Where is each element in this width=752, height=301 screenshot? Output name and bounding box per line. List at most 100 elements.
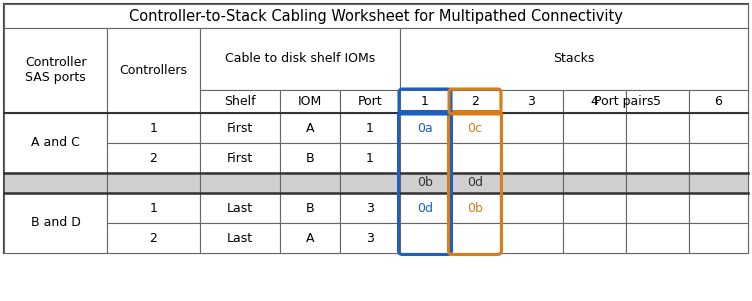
Bar [4, 28, 107, 113]
Bar [689, 143, 748, 173]
Bar [563, 173, 626, 193]
Bar [280, 193, 340, 223]
Bar [563, 193, 626, 223]
Bar [200, 223, 280, 253]
Bar [563, 113, 626, 143]
Text: Last: Last [227, 231, 253, 244]
Bar [500, 90, 563, 113]
Text: 0c: 0c [468, 122, 483, 135]
Text: 0b: 0b [417, 176, 433, 190]
Text: Controllers: Controllers [120, 64, 187, 77]
Bar [340, 143, 400, 173]
Text: 2: 2 [150, 151, 157, 165]
Text: 1: 1 [150, 201, 157, 215]
Text: Controller-to-Stack Cabling Worksheet for Multipathed Connectivity: Controller-to-Stack Cabling Worksheet fo… [129, 8, 623, 23]
Bar [400, 173, 450, 193]
Bar [107, 223, 200, 253]
Bar [200, 28, 400, 90]
Text: 4: 4 [590, 95, 599, 108]
Text: 3: 3 [366, 231, 374, 244]
Bar [626, 90, 689, 113]
Bar [400, 113, 450, 143]
Bar [626, 143, 689, 173]
Bar [689, 223, 748, 253]
Text: B: B [305, 151, 314, 165]
Bar [450, 90, 500, 113]
Text: 3: 3 [366, 201, 374, 215]
Bar [400, 90, 450, 113]
Bar [107, 193, 200, 223]
Text: Port: Port [358, 95, 382, 108]
Text: 1: 1 [366, 151, 374, 165]
Text: 2: 2 [471, 95, 479, 108]
Bar [500, 193, 563, 223]
Text: 3: 3 [528, 95, 535, 108]
Bar [340, 113, 400, 143]
Text: B and D: B and D [31, 216, 80, 229]
Text: 5: 5 [653, 95, 662, 108]
Text: B: B [305, 201, 314, 215]
Bar [689, 193, 748, 223]
Bar [340, 90, 400, 113]
Text: 0d: 0d [467, 176, 483, 190]
Bar [500, 113, 563, 143]
Bar [626, 193, 689, 223]
Text: IOM: IOM [298, 95, 322, 108]
Text: Cable to disk shelf IOMs: Cable to disk shelf IOMs [225, 52, 375, 66]
Bar [450, 113, 500, 143]
Bar [340, 193, 400, 223]
Text: 1: 1 [366, 122, 374, 135]
Text: Last: Last [227, 201, 253, 215]
Bar [450, 143, 500, 173]
Bar [107, 143, 200, 173]
Text: 1: 1 [150, 122, 157, 135]
Bar [280, 90, 340, 113]
Text: 0b: 0b [467, 201, 483, 215]
Bar [107, 113, 200, 143]
Text: Port pairs: Port pairs [594, 95, 653, 108]
Bar [4, 4, 748, 253]
Text: A: A [306, 231, 314, 244]
Text: Stacks: Stacks [553, 52, 595, 66]
Bar [563, 143, 626, 173]
Bar [626, 223, 689, 253]
Bar [563, 90, 626, 113]
Text: First: First [227, 151, 253, 165]
Bar [280, 223, 340, 253]
Text: 1: 1 [421, 95, 429, 108]
Bar [450, 193, 500, 223]
Bar [280, 113, 340, 143]
Bar [200, 173, 280, 193]
Bar [4, 4, 748, 28]
Bar [4, 173, 107, 193]
Bar [563, 223, 626, 253]
Bar [400, 193, 450, 223]
Bar [280, 143, 340, 173]
Text: A: A [306, 122, 314, 135]
Bar [340, 223, 400, 253]
Bar [200, 143, 280, 173]
Bar [689, 173, 748, 193]
Bar [280, 173, 340, 193]
Text: Controller
SAS ports: Controller SAS ports [25, 57, 86, 85]
Bar [400, 223, 450, 253]
Bar [107, 173, 200, 193]
Bar [500, 173, 563, 193]
Bar [4, 193, 107, 253]
Text: A and C: A and C [31, 136, 80, 150]
Bar [689, 90, 748, 113]
Text: 6: 6 [714, 95, 723, 108]
Bar [200, 90, 280, 113]
Bar [200, 113, 280, 143]
Bar [400, 143, 450, 173]
Bar [500, 223, 563, 253]
Bar [340, 173, 400, 193]
Text: Shelf: Shelf [224, 95, 256, 108]
Bar [200, 193, 280, 223]
Text: 0a: 0a [417, 122, 433, 135]
Bar [4, 113, 107, 173]
Bar [500, 143, 563, 173]
Bar [450, 223, 500, 253]
Bar [626, 113, 689, 143]
Bar [689, 113, 748, 143]
